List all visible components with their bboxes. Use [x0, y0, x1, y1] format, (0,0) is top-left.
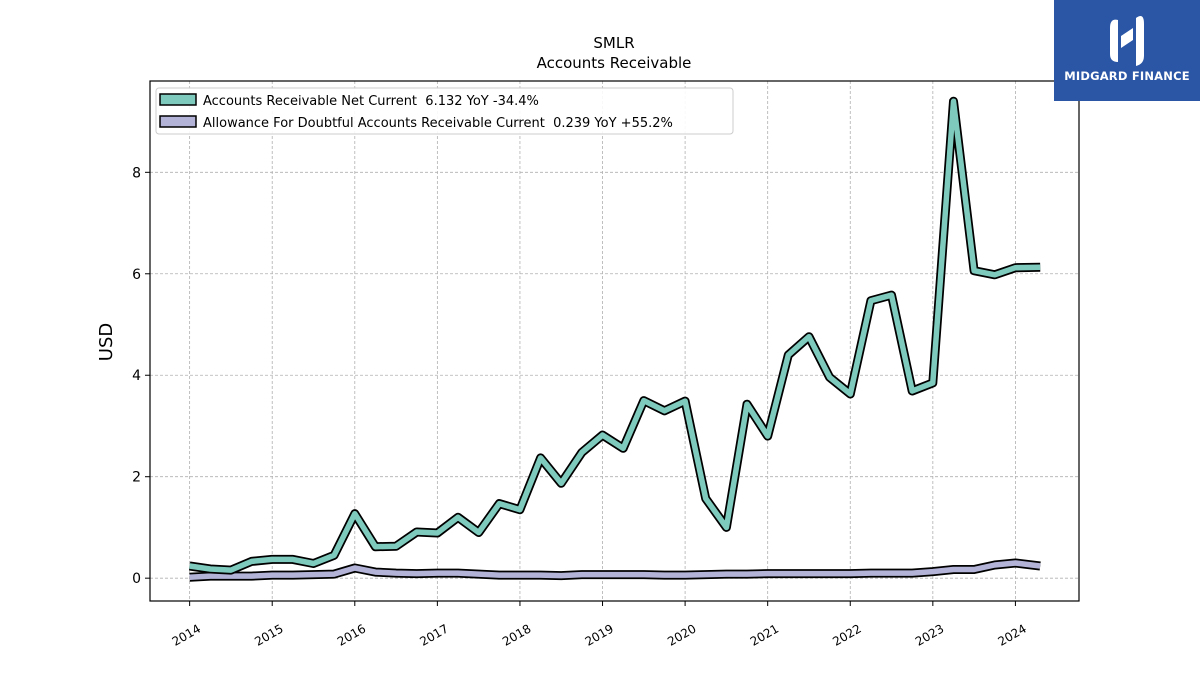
- series-0-outline: [188, 96, 1041, 575]
- legend-box: [155, 87, 734, 135]
- logo-text: MIDGARD FINANCE: [1064, 69, 1190, 83]
- midgard-finance-logo: MIDGARD FINANCE: [1054, 0, 1200, 101]
- x-tick-label: 2014: [170, 621, 203, 648]
- y-axis-label: USD: [96, 323, 117, 361]
- x-tick-label: 2021: [748, 621, 781, 648]
- legend-entry-0: Accounts Receivable Net Current 6.132 Yo…: [203, 94, 539, 109]
- chart-title: SMLR: [593, 34, 634, 52]
- plot-frame: [149, 80, 1080, 602]
- x-tick-label: 2023: [913, 621, 946, 648]
- x-tick-label: 2018: [500, 621, 533, 648]
- legend-swatch-0: [159, 93, 197, 106]
- series-1-line: [189, 560, 1041, 580]
- x-tick-label: 2019: [583, 621, 616, 648]
- chart-subtitle: Accounts Receivable: [537, 54, 692, 72]
- legend-swatch-1: [159, 115, 197, 128]
- series-0-line: [189, 98, 1041, 573]
- grid: [150, 81, 1079, 601]
- x-tick-label: 2017: [417, 621, 450, 648]
- y-tick-label: 2: [132, 470, 141, 486]
- logo-mark-icon: [1110, 16, 1144, 66]
- y-tick-label: 4: [132, 368, 141, 384]
- legend-entry-1: Allowance For Doubtful Accounts Receivab…: [203, 116, 673, 131]
- y-tick-label: 0: [132, 571, 141, 587]
- x-tick-label: 2016: [335, 621, 368, 648]
- series-lines: [188, 96, 1041, 582]
- y-tick-label: 6: [132, 267, 141, 283]
- y-tick-label: 8: [132, 165, 141, 181]
- x-tick-label: 2020: [665, 621, 698, 648]
- x-tick-label: 2015: [252, 621, 285, 648]
- x-tick-label: 2022: [830, 621, 863, 648]
- legend: Accounts Receivable Net Current 6.132 Yo…: [155, 87, 734, 135]
- x-tick-label: 2024: [995, 621, 1028, 648]
